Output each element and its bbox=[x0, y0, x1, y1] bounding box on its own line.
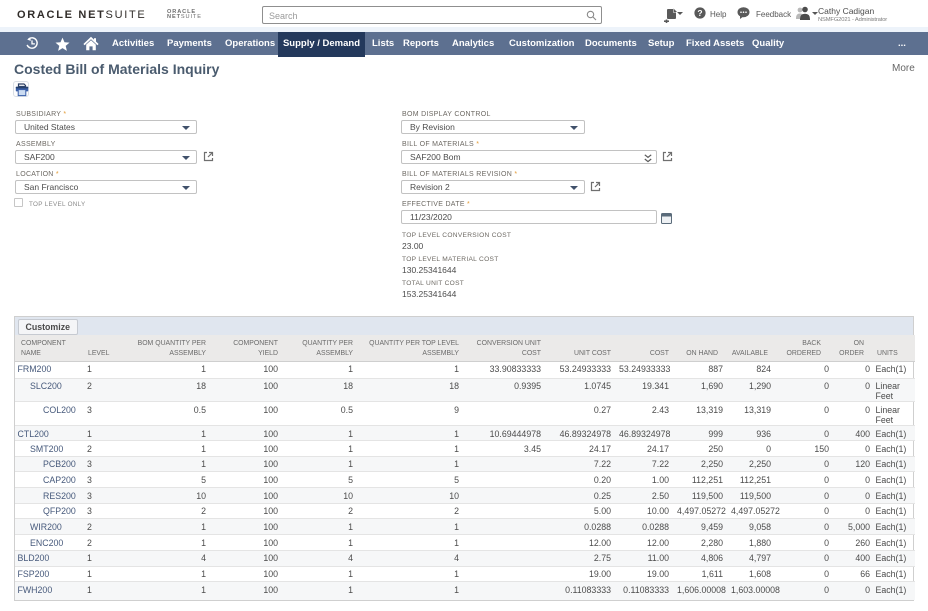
svg-text:?: ? bbox=[697, 8, 702, 18]
